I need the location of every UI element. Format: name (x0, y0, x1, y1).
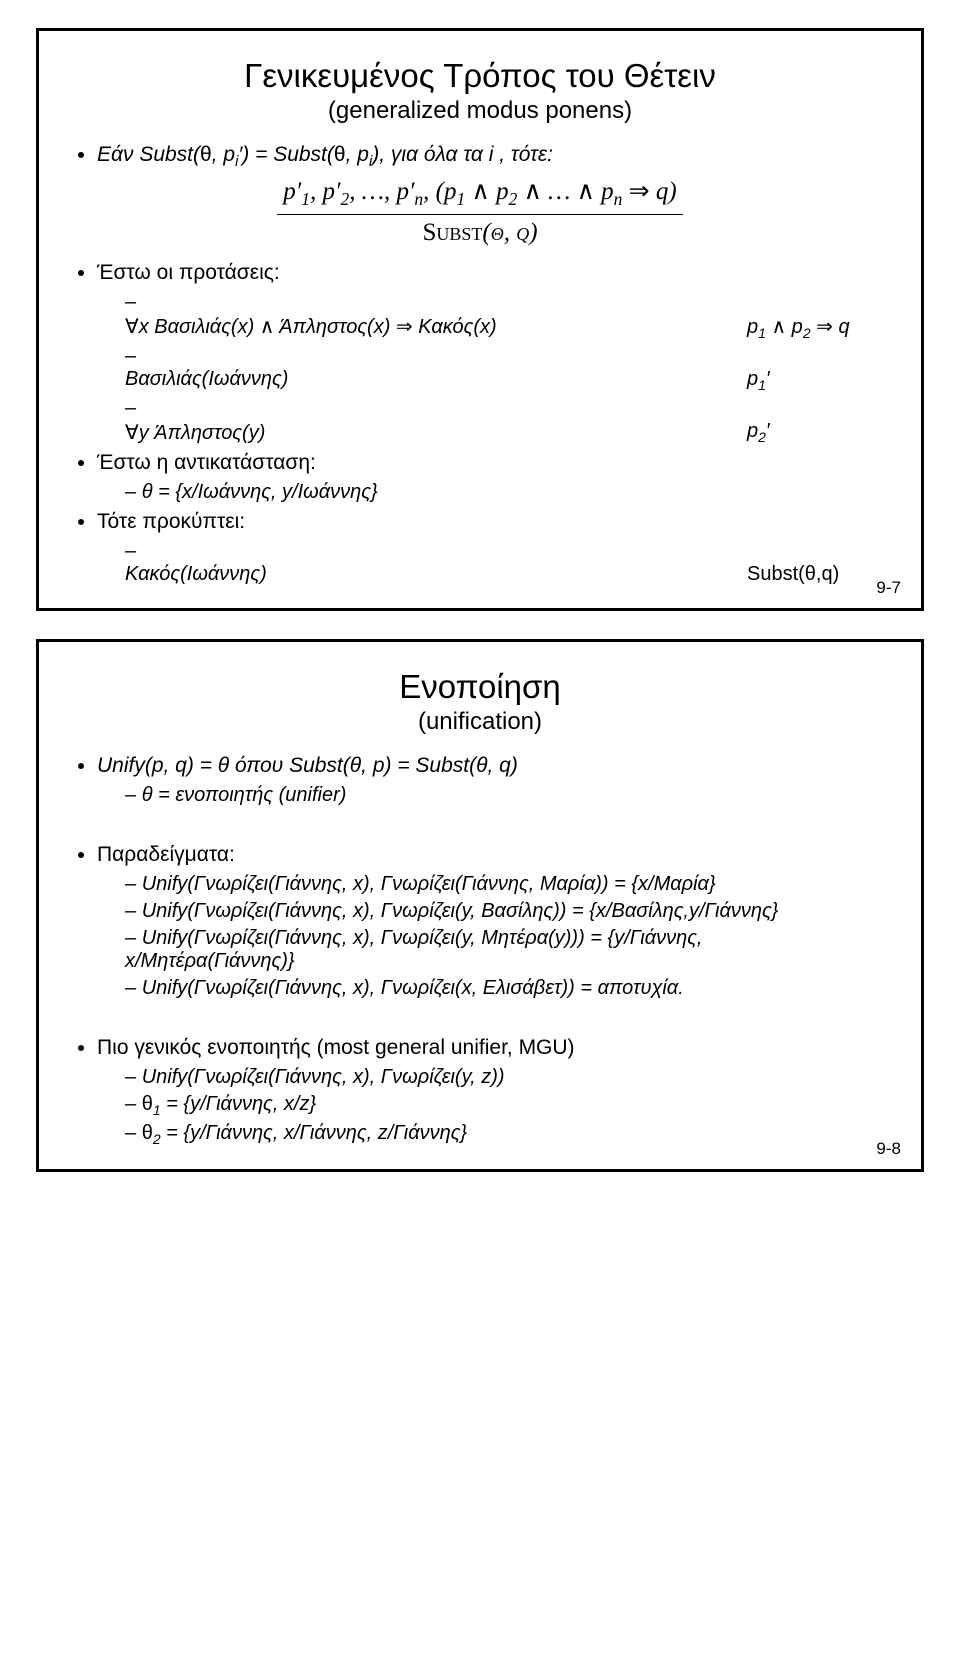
mgu-row: θ1 = {y/Γιάννης, x/z} (125, 1093, 887, 1118)
subst-row: θ = {x/Ιωάννης, y/Ιωάννης} (125, 481, 887, 504)
bullet-list: Εάν Subst(θ, pi′) = Subst(θ, pi), για όλ… (73, 143, 887, 170)
slide-number: 9-7 (876, 578, 901, 598)
fraction-bottom: Subst(θ, q) (73, 215, 887, 247)
premise-row: Βασιλιάς(Ιωάννης) p1′ (125, 345, 887, 393)
bullet-premises: Έστω οι προτάσεις: (97, 261, 887, 285)
mgu-row: θ2 = {y/Γιάννης, x/Γιάννης, z/Γιάννης} (125, 1122, 887, 1147)
bullet-examples: Παραδείγματα: (97, 843, 887, 867)
example-row: Unify(Γνωρίζει(Γιάννης, x), Γνωρίζει(x, … (125, 977, 887, 1000)
bullet-if: Εάν Subst(θ, pi′) = Subst(θ, pi), για όλ… (97, 143, 887, 170)
bullet-mgu: Πιο γενικός ενοποιητής (most general uni… (97, 1036, 887, 1060)
slide-subtitle: (generalized modus ponens) (73, 97, 887, 125)
slide-subtitle: (unification) (73, 708, 887, 736)
txt: , p (346, 143, 369, 166)
fraction-top: p′1, p′2, …, p′n, (p1 ∧ p2 ∧ … ∧ pn ⇒ q) (277, 176, 682, 215)
result-row: Κακός(Ιωάννης) Subst(θ,q) (125, 540, 887, 586)
txt: ′) = Subst( (238, 143, 334, 166)
examples-sublist: Unify(Γνωρίζει(Γιάννης, x), Γνωρίζει(Γιά… (97, 873, 887, 1000)
example-row: Unify(Γνωρίζει(Γιάννης, x), Γνωρίζει(y, … (125, 927, 887, 973)
premise-sublist: ∀x Βασιλιάς(x) ∧ Άπληστος(x) ⇒ Κακός(x) … (97, 291, 887, 445)
txt: , p (212, 143, 235, 166)
slide-9-8: Ενοποίηση (unification) Unify(p, q) = θ … (36, 639, 924, 1172)
subst-args: (θ, q) (482, 219, 537, 246)
txt: Βασιλιάς(Ιωάννης) (125, 368, 288, 393)
bullet-list: Unify(p, q) = θ όπου Subst(θ, p) = Subst… (73, 754, 887, 807)
txt: Κακός(Ιωάννης) (125, 563, 267, 586)
unifier-sublist: θ = ενοποιητής (unifier) (97, 784, 887, 807)
txt: Subst(θ,q) (747, 563, 887, 586)
slide-9-7: Γενικευμένος Τρόπος του Θέτειν (generali… (36, 28, 924, 611)
slide-title: Γενικευμένος Τρόπος του Θέτειν (73, 57, 887, 95)
slide-number: 9-8 (876, 1139, 901, 1159)
theta: θ (200, 143, 212, 166)
example-row: Unify(Γνωρίζει(Γιάννης, x), Γνωρίζει(Γιά… (125, 873, 887, 896)
theta: θ (334, 143, 346, 166)
txt: ), για όλα τα i , τότε: (372, 143, 553, 166)
subst-sublist: θ = {x/Ιωάννης, y/Ιωάννης} (97, 481, 887, 504)
txt: Unify(Γνωρίζει(Γιάννης, x), Γνωρίζει(y, … (142, 927, 703, 949)
example-row: Unify(Γνωρίζει(Γιάννης, x), Γνωρίζει(y, … (125, 900, 887, 923)
inference-rule-formula: p′1, p′2, …, p′n, (p1 ∧ p2 ∧ … ∧ pn ⇒ q)… (73, 176, 887, 247)
premise-row: ∀y Άπληστος(y) p2′ (125, 397, 887, 445)
bullet-unify-def: Unify(p, q) = θ όπου Subst(θ, p) = Subst… (97, 754, 887, 778)
bullet-result: Τότε προκύπτει: (97, 510, 887, 534)
bullet-list-2: Παραδείγματα: Unify(Γνωρίζει(Γιάννης, x)… (73, 843, 887, 1000)
bullet-list-3: Πιο γενικός ενοποιητής (most general uni… (73, 1036, 887, 1147)
slide-title: Ενοποίηση (73, 668, 887, 706)
subst-label: Subst (422, 219, 482, 246)
premise-row: ∀x Βασιλιάς(x) ∧ Άπληστος(x) ⇒ Κακός(x) … (125, 291, 887, 341)
txt: Εάν Subst( (97, 143, 200, 166)
sub-row: θ = ενοποιητής (unifier) (125, 784, 887, 807)
mgu-row: Unify(Γνωρίζει(Γιάννης, x), Γνωρίζει(y, … (125, 1066, 887, 1089)
bullet-substitution: Έστω η αντικατάσταση: (97, 451, 887, 475)
mgu-sublist: Unify(Γνωρίζει(Γιάννης, x), Γνωρίζει(y, … (97, 1066, 887, 1147)
txt: x/Μητέρα(Γιάννης)} (125, 950, 295, 972)
bullet-list-2: Έστω οι προτάσεις: ∀x Βασιλιάς(x) ∧ Άπλη… (73, 261, 887, 586)
result-sublist: Κακός(Ιωάννης) Subst(θ,q) (97, 540, 887, 586)
